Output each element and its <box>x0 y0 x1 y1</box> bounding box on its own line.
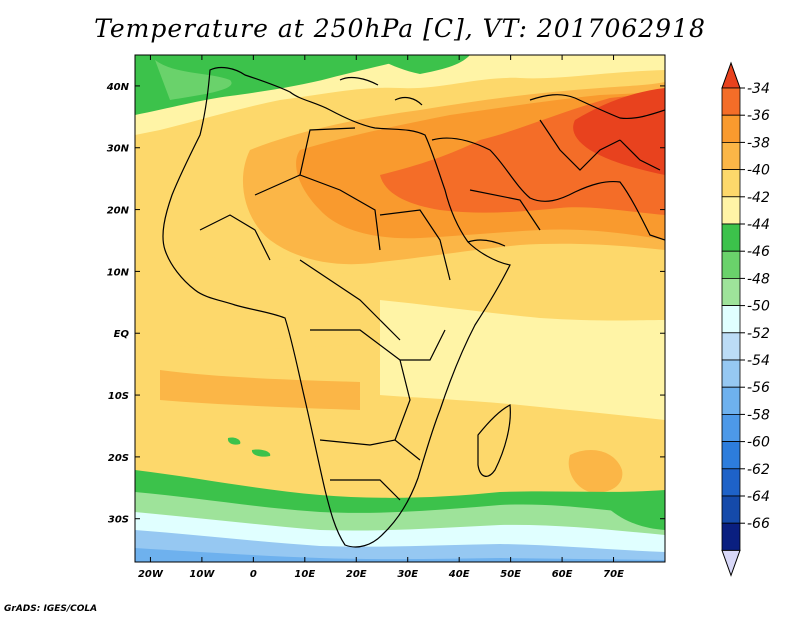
map-title: Temperature at 250hPa [C], VT: 201706291… <box>94 14 706 43</box>
colorbar-label: -42 <box>747 190 770 206</box>
lon-label: 30E <box>397 569 418 580</box>
lon-label: 20E <box>346 569 367 580</box>
colorbar-segment <box>721 522 741 551</box>
colorbar-label: -44 <box>747 217 770 233</box>
axis-ticks <box>135 55 665 562</box>
colorbar-segment <box>721 196 741 225</box>
lat-label: 10N <box>107 267 130 278</box>
coastlines <box>162 66 665 548</box>
colorbar-segment <box>721 386 741 415</box>
colorbar-segment <box>721 114 741 143</box>
colorbar-label: -60 <box>747 435 770 451</box>
colorbar-segment <box>721 413 741 442</box>
colorbar-segment <box>721 141 741 170</box>
lat-label: 30S <box>108 515 129 526</box>
colorbar-label: -48 <box>747 271 770 287</box>
colorbar-label: -36 <box>747 108 770 124</box>
colorbar-label: -56 <box>747 380 770 396</box>
colorbar-segment <box>721 87 741 116</box>
colorbar-bottom-arrow <box>721 549 741 577</box>
temperature-field <box>135 55 665 562</box>
lat-label: EQ <box>114 329 130 340</box>
colorbar-segment <box>721 169 741 198</box>
colorbar-segment <box>721 495 741 524</box>
colorbar-label: -34 <box>747 81 770 97</box>
lon-label: 10W <box>189 569 215 580</box>
lat-label: 20N <box>107 206 130 217</box>
colorbar-label: -50 <box>747 299 770 315</box>
colorbar-label: -64 <box>747 489 770 505</box>
colorbar-label: -66 <box>747 516 770 532</box>
lon-label: 40E <box>448 569 470 580</box>
colorbar-segment <box>721 359 741 388</box>
colorbar-segment <box>721 468 741 497</box>
lon-label: 50E <box>500 569 521 580</box>
colorbar: -34 -36 -38 -40 -42 -44 -46 -48 -50 -52 -54 -56 -58 -… <box>721 61 770 577</box>
colorbar-label: -52 <box>747 326 770 342</box>
credit-text: GrADS: IGES/COLA <box>4 604 98 614</box>
colorbar-label: -62 <box>747 462 770 478</box>
axis-labels: 20W 10W 0 10E 20E 30E 40E 50E 60E 70E 40N 30N 20N 10N… <box>106 82 624 580</box>
colorbar-top-arrow <box>721 61 741 89</box>
colorbar-segment <box>721 332 741 361</box>
colorbar-label: -38 <box>747 135 770 151</box>
lon-label: 20W <box>138 569 164 580</box>
lat-label: 10S <box>108 391 129 402</box>
lat-label: 30N <box>107 144 130 155</box>
lon-label: 60E <box>552 569 573 580</box>
colorbar-segment <box>721 305 741 334</box>
colorbar-segment <box>721 250 741 279</box>
colorbar-segment <box>721 277 741 306</box>
colorbar-segment <box>721 441 741 470</box>
map-frame <box>134 54 666 563</box>
colorbar-label: -54 <box>747 353 770 369</box>
colorbar-label: -46 <box>747 244 770 260</box>
colorbar-label: -58 <box>747 407 770 423</box>
colorbar-label: -40 <box>747 163 770 179</box>
colorbar-segment <box>721 223 741 252</box>
lon-label: 70E <box>603 569 624 580</box>
lon-label: 0 <box>250 569 257 580</box>
lon-label: 10E <box>294 569 315 580</box>
lat-label: 20S <box>108 453 129 464</box>
lat-label: 40N <box>106 82 130 93</box>
